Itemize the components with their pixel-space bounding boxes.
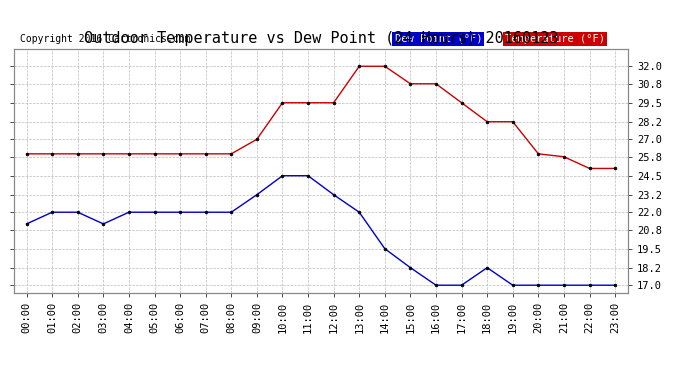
Text: Dew Point (°F): Dew Point (°F) xyxy=(395,34,482,44)
Text: Copyright 2016 Cartronics.com: Copyright 2016 Cartronics.com xyxy=(20,34,190,44)
Title: Outdoor Temperature vs Dew Point (24 Hours) 20160123: Outdoor Temperature vs Dew Point (24 Hou… xyxy=(83,31,558,46)
Text: Temperature (°F): Temperature (°F) xyxy=(505,34,605,44)
